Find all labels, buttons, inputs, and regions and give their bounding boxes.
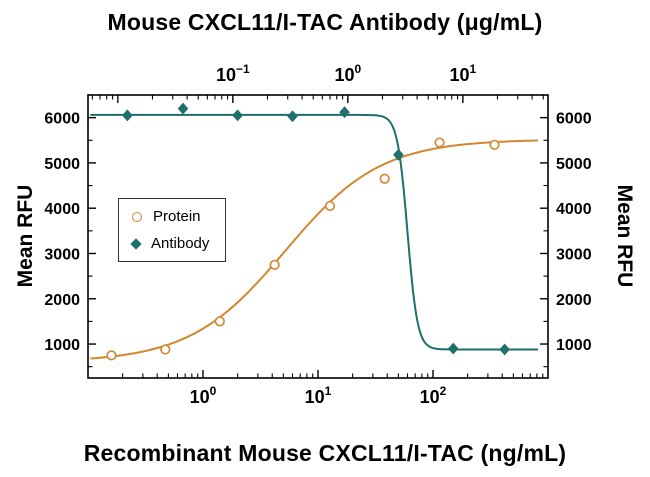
antibody-data-point (499, 343, 510, 356)
antibody-data-point (232, 109, 243, 122)
left-y-axis-label: Mean RFU (14, 184, 37, 288)
antibody-data-point (177, 102, 189, 115)
protein-data-point (106, 350, 117, 361)
protein-data-point (434, 137, 445, 148)
antibody-data-point (447, 342, 459, 355)
protein-data-point (160, 344, 171, 355)
legend-item-antibody: Antibody (130, 235, 210, 252)
left-axis-tick-label: 6000 (44, 111, 80, 128)
protein-data-point (489, 139, 500, 150)
bottom-axis-tick-label: 102 (420, 384, 447, 407)
right-axis-tick-label: 6000 (556, 111, 592, 128)
right-y-axis-label: Mean RFU (613, 184, 636, 288)
antibody-data-point (339, 106, 350, 119)
protein-data-point (269, 259, 280, 270)
antibody-curve (90, 113, 539, 351)
right-axis-tick-label: 4000 (556, 201, 592, 218)
left-axis-tick-label: 3000 (44, 246, 80, 263)
left-axis-tick-label: 4000 (44, 201, 80, 218)
protein-data-point (379, 173, 390, 184)
right-axis-tick-label: 2000 (556, 292, 592, 309)
bottom-axis-tick-label: 101 (305, 384, 332, 407)
left-axis-tick-label: 1000 (44, 337, 80, 354)
left-axis-tick-label: 2000 (44, 292, 80, 309)
bottom-axis-tick-label: 100 (190, 384, 217, 407)
top-axis-tick-label: 101 (449, 62, 476, 85)
right-axis-tick-label: 5000 (556, 156, 592, 173)
bottom-axis-title: Recombinant Mouse CXCL11/I-TAC (ng/mL) (83, 440, 567, 466)
top-axis-tick-label: 10−1 (216, 62, 250, 85)
antibody-data-point (393, 148, 404, 161)
legend-label-antibody: Antibody (151, 235, 210, 252)
antibody-filled-diamond-icon (130, 237, 142, 250)
top-axis-title: Mouse CXCL11/I-TAC Antibody (μg/mL) (107, 9, 543, 35)
left-axis-tick-label: 5000 (44, 156, 80, 173)
antibody-data-point (287, 110, 298, 123)
top-axis-tick-label: 100 (334, 62, 361, 85)
right-axis-tick-label: 1000 (556, 337, 592, 354)
protein-data-point (324, 200, 336, 212)
legend-label-protein: Protein (153, 208, 201, 225)
antibody-data-point (122, 109, 133, 122)
protein-data-point (214, 316, 225, 327)
protein-open-circle-icon (132, 211, 142, 222)
right-axis-tick-label: 3000 (556, 246, 592, 263)
legend: Protein Antibody (118, 198, 227, 262)
legend-item-protein: Protein (132, 208, 209, 225)
